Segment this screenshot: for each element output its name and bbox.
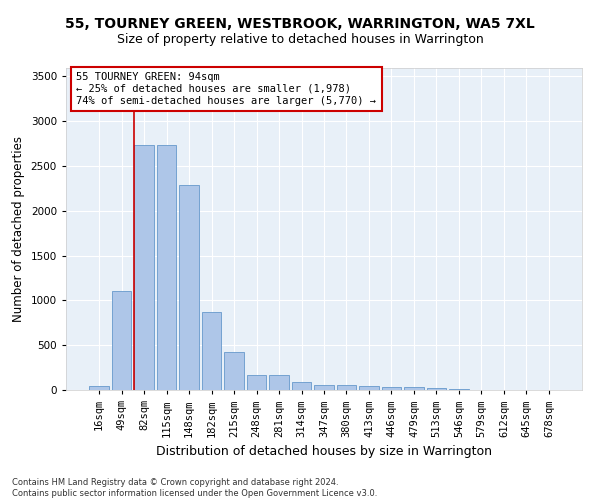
Bar	[449, 389, 469, 390]
Text: 55, TOURNEY GREEN, WESTBROOK, WARRINGTON, WA5 7XL: 55, TOURNEY GREEN, WESTBROOK, WARRINGTON…	[65, 18, 535, 32]
Bar	[112, 292, 131, 390]
Bar	[247, 375, 266, 390]
Bar	[157, 146, 176, 390]
Y-axis label: Number of detached properties: Number of detached properties	[12, 136, 25, 322]
Bar	[202, 312, 221, 390]
Bar	[89, 386, 109, 390]
X-axis label: Distribution of detached houses by size in Warrington: Distribution of detached houses by size …	[156, 445, 492, 458]
Bar	[427, 388, 446, 390]
Text: 55 TOURNEY GREEN: 94sqm
← 25% of detached houses are smaller (1,978)
74% of semi: 55 TOURNEY GREEN: 94sqm ← 25% of detache…	[76, 72, 376, 106]
Text: Size of property relative to detached houses in Warrington: Size of property relative to detached ho…	[116, 32, 484, 46]
Bar	[224, 352, 244, 390]
Bar	[179, 185, 199, 390]
Bar	[382, 387, 401, 390]
Bar	[314, 384, 334, 390]
Bar	[134, 146, 154, 390]
Bar	[337, 385, 356, 390]
Text: Contains HM Land Registry data © Crown copyright and database right 2024.
Contai: Contains HM Land Registry data © Crown c…	[12, 478, 377, 498]
Bar	[404, 388, 424, 390]
Bar	[269, 375, 289, 390]
Bar	[359, 386, 379, 390]
Bar	[292, 382, 311, 390]
